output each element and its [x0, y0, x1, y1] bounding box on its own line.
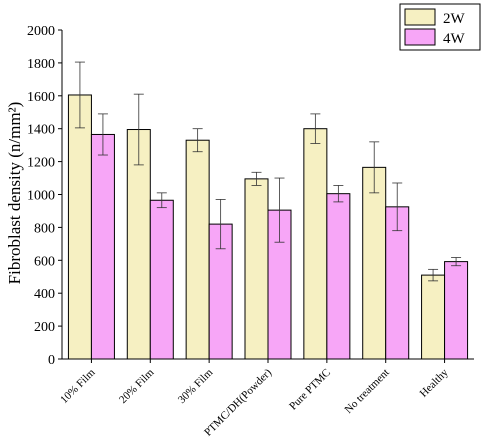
bar-2w — [303, 128, 328, 360]
bar-2w — [421, 274, 446, 360]
y-axis-title: Fibroblast density (n/mm²) — [5, 102, 24, 285]
x-category-label: Pure PTMC — [287, 367, 333, 413]
y-tick-label: 0 — [48, 353, 55, 368]
y-tick-label: 400 — [34, 287, 55, 302]
bar-2w — [67, 94, 92, 360]
legend-swatch-4w — [404, 28, 436, 46]
y-tick-label: 1200 — [27, 156, 55, 171]
y-tick-label: 800 — [34, 221, 55, 236]
y-tick-label: 1400 — [27, 123, 55, 138]
bar-2w — [362, 166, 387, 360]
bars-layer — [67, 94, 469, 360]
y-tick-label: 1600 — [27, 90, 55, 105]
y-tick-label: 600 — [34, 254, 55, 269]
y-tick-label: 200 — [34, 320, 55, 335]
legend-swatch-2w — [404, 8, 436, 26]
legend: 2W 4W — [399, 3, 481, 51]
bar-4w — [90, 133, 115, 360]
x-category-label: No treatment — [343, 367, 392, 416]
bar-4w — [149, 199, 174, 360]
x-category-label: 10% Film — [58, 366, 98, 406]
y-tick-label: 1000 — [27, 189, 55, 204]
y-tick-label: 1800 — [27, 57, 55, 72]
bar-4w — [444, 261, 469, 360]
x-category-label: 20% Film — [117, 366, 157, 406]
legend-label-4w: 4W — [443, 31, 466, 47]
bar-4w — [326, 193, 351, 360]
error-bars-layer — [74, 61, 462, 282]
bar-2w — [244, 178, 269, 360]
x-category-label: 30% Film — [176, 366, 216, 406]
bar-2w — [185, 139, 210, 360]
legend-label-2w: 2W — [443, 11, 466, 27]
y-ticks-layer: 0 200 400 600 800 1000 1200 1400 1600 1800 2000 — [27, 24, 62, 368]
x-category-label: Healthy — [418, 366, 451, 399]
y-tick-label: 2000 — [27, 24, 55, 39]
